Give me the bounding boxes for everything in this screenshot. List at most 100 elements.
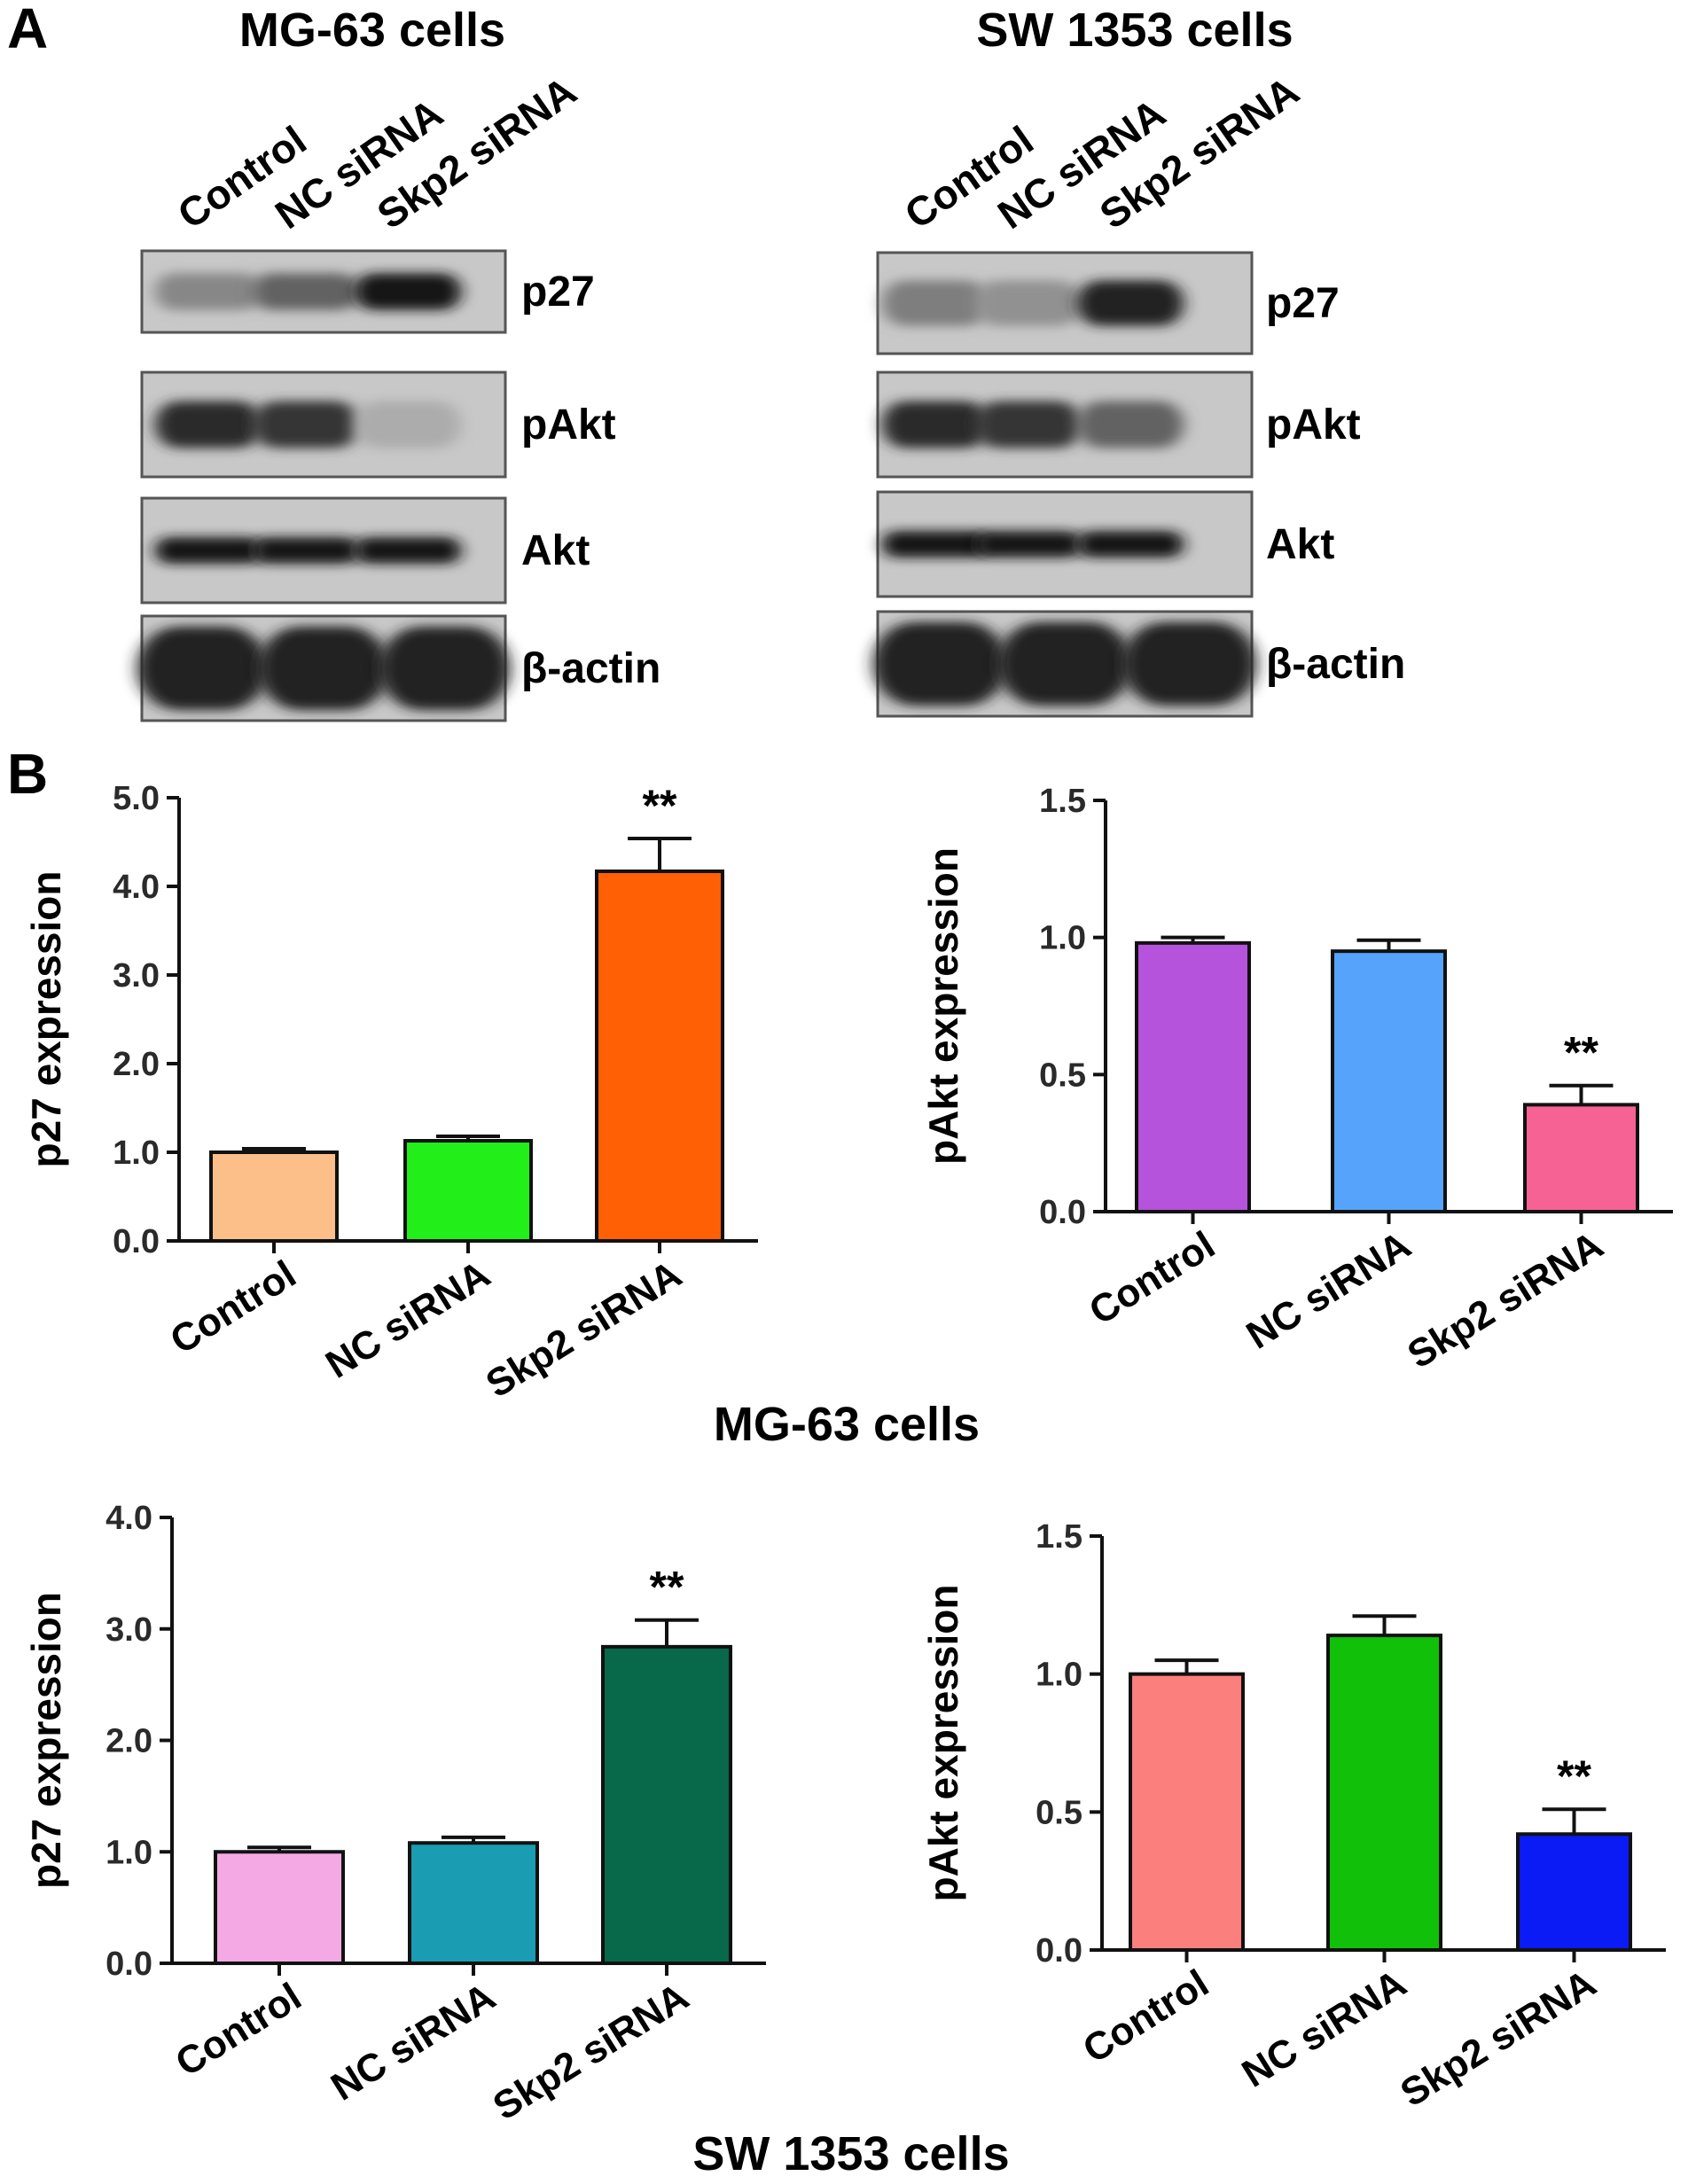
y-tick-label: 1.0 [113,1135,160,1172]
y-tick-label: 3.0 [113,957,160,994]
protein-label: p27 [1266,280,1340,327]
x-tick-label: NC siRNA [318,1252,497,1387]
bar-chart-sw1353-pakt: 0.0 0.5 1.0 1.5 pAkt expression Control NC siR… [920,1518,1666,2116]
protein-label: Akt [521,527,590,574]
y-axis-title: p27 expression [23,871,69,1168]
x-tick-label: Skp2 siRNA [1393,1962,1603,2116]
blot-band [253,537,359,564]
x-tick-label: Skp2 siRNA [486,1975,696,2129]
x-tick-label: NC siRNA [324,1975,503,2110]
blot-band [253,401,359,448]
y-tick-label: 1.5 [1036,1518,1082,1556]
protein-label: pAkt [1266,402,1361,448]
group-caption-sw1353: SW 1353 cells [692,2127,1009,2180]
blot-band [137,626,268,711]
bar [209,1150,339,1243]
y-tick-label: 2.0 [106,1723,152,1760]
significance-marker: ** [1564,1028,1598,1078]
blot-band [379,626,510,711]
protein-label: pAkt [521,402,616,448]
significance-marker: ** [643,781,677,831]
bar [1523,1103,1639,1213]
blot-band [873,621,1007,706]
protein-label: p27 [521,269,595,316]
x-tick-label: Control [163,1252,304,1362]
bar [408,1841,539,1965]
x-tick-label: Skp2 siRNA [479,1252,689,1407]
panel-label-b: B [7,742,48,806]
blot-band [882,531,989,558]
y-tick-label: 3.0 [106,1611,152,1649]
blot-band [882,401,989,448]
y-tick-label: 1.5 [1039,783,1086,820]
blot-band [355,537,461,564]
blot-band [155,537,262,564]
bar-chart-mg63-p27: 0.0 1.0 2.0 3.0 4.0 5.0 p27 expression Control N… [23,780,758,1407]
blot-band [258,626,389,711]
bar [403,1139,533,1243]
blot-title: MG-63 cells [239,4,505,57]
blot-title: SW 1353 cells [976,4,1293,57]
blot-band [975,531,1082,558]
blot-strip-actin [137,614,510,722]
bar [1129,1672,1245,1952]
bar [595,870,724,1243]
y-axis-title: pAkt expression [920,847,966,1165]
y-tick-label: 0.5 [1036,1794,1082,1831]
y-tick-label: 0.5 [1039,1057,1086,1094]
blot-band [882,280,989,326]
bar-chart-sw1353-p27: 0.0 1.0 2.0 3.0 4.0 p27 expression Control NC s… [23,1500,766,2129]
protein-label: β-actin [521,645,660,692]
blot-band [1077,280,1184,326]
blot-band [1077,401,1184,448]
y-tick-label: 1.0 [106,1834,152,1871]
x-tick-label: NC siRNA [1239,1223,1419,1358]
y-tick-label: 0.0 [113,1223,160,1260]
y-tick-label: 0.0 [106,1946,152,1983]
blot-strip-akt [140,496,507,604]
y-tick-label: 4.0 [113,869,160,906]
blot-band [975,401,1082,448]
x-tick-label: Control [1075,1962,1216,2071]
protein-label: Akt [1266,521,1334,568]
y-tick-label: 1.0 [1036,1657,1082,1694]
significance-marker: ** [650,1563,684,1612]
protein-label: β-actin [1266,641,1405,688]
blot-band [155,401,262,448]
y-tick-label: 5.0 [113,780,160,817]
x-tick-label: Control [1082,1223,1223,1333]
bar [601,1644,732,1965]
x-tick-label: NC siRNA [1235,1962,1414,2096]
blot-band [1122,621,1256,706]
blot-band [253,273,359,310]
blot-strip-p27 [140,249,507,334]
blot-strip-actin [873,610,1256,718]
blot-strip-pakt [140,370,507,479]
bar-chart-mg63-pakt: 0.0 0.5 1.0 1.5 pAkt expression Control NC siR… [920,783,1673,1377]
bar [1135,940,1251,1214]
blot-strip-pakt [876,370,1254,479]
y-tick-label: 1.0 [1039,920,1086,957]
significance-marker: ** [1557,1751,1591,1801]
group-caption-mg63: MG-63 cells [714,1398,980,1451]
bar [214,1850,345,1965]
blot-band [997,621,1132,706]
y-axis-title: p27 expression [23,1592,69,1889]
blot-band [155,273,262,310]
y-tick-label: 2.0 [113,1046,160,1083]
blot-band [355,273,461,310]
blot-band [1077,531,1184,558]
y-tick-label: 0.0 [1039,1194,1086,1231]
x-tick-label: Control [168,1975,309,2085]
blot-band [975,280,1082,326]
y-tick-label: 0.0 [1036,1932,1082,1970]
blot-strip-p27 [876,251,1254,355]
bar [1326,1634,1442,1952]
blot-band [355,401,461,448]
y-axis-title: pAkt expression [920,1585,966,1902]
y-tick-label: 4.0 [106,1500,152,1537]
x-tick-label: Skp2 siRNA [1400,1223,1610,1377]
